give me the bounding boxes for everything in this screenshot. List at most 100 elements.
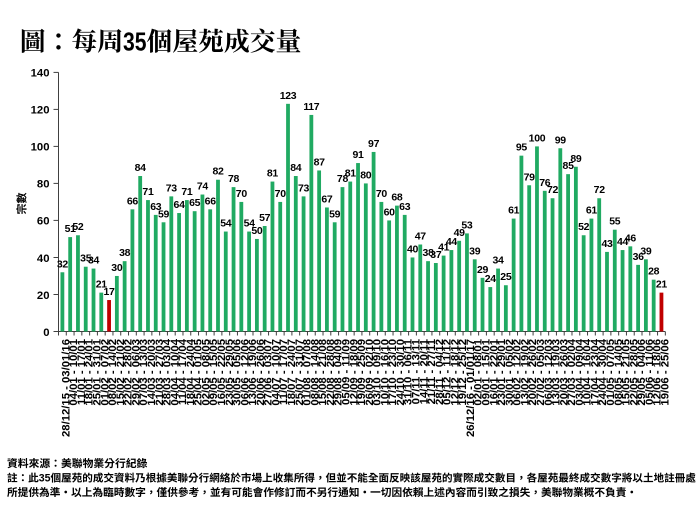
svg-text:97: 97 — [368, 138, 380, 150]
svg-text:05/12 - 11/12: 05/12 - 11/12 — [442, 339, 454, 405]
svg-text:28: 28 — [648, 266, 660, 278]
svg-text:26/12/16 - 01/01/17: 26/12/16 - 01/01/17 — [465, 339, 477, 437]
svg-text:71: 71 — [142, 186, 154, 198]
svg-text:19/06 - 25/06: 19/06 - 25/06 — [659, 339, 671, 406]
svg-text:36: 36 — [633, 251, 645, 263]
svg-text:22/05 - 28/05: 22/05 - 28/05 — [628, 339, 640, 406]
svg-text:38: 38 — [119, 247, 131, 259]
svg-text:11/07 - 17/07: 11/07 - 17/07 — [278, 339, 290, 405]
svg-text:54: 54 — [244, 218, 256, 230]
svg-text:12/06 - 18/06: 12/06 - 18/06 — [652, 339, 664, 406]
svg-text:80: 80 — [360, 169, 372, 181]
svg-text:21: 21 — [96, 279, 108, 291]
svg-text:81: 81 — [345, 168, 357, 180]
svg-text:60: 60 — [37, 216, 50, 228]
svg-text:59: 59 — [329, 208, 341, 220]
svg-text:07/11 - 13/11: 07/11 - 13/11 — [410, 339, 422, 404]
svg-text:19/09 - 25/09: 19/09 - 25/09 — [356, 339, 368, 406]
svg-text:18/04 - 24/04: 18/04 - 24/04 — [185, 338, 197, 405]
svg-text:55: 55 — [609, 216, 621, 228]
svg-text:117: 117 — [303, 101, 319, 113]
svg-text:100: 100 — [529, 132, 546, 144]
svg-text:73: 73 — [166, 182, 178, 194]
svg-text:76: 76 — [539, 177, 551, 189]
svg-text:66: 66 — [205, 195, 217, 207]
svg-text:06/06 - 12/06: 06/06 - 12/06 — [239, 339, 251, 406]
svg-text:46: 46 — [625, 232, 637, 244]
svg-text:08/08 - 14/08: 08/08 - 14/08 — [309, 339, 321, 406]
svg-text:70: 70 — [376, 188, 388, 200]
svg-text:63: 63 — [399, 201, 411, 213]
svg-text:91: 91 — [352, 149, 364, 161]
svg-text:30/01 - 05/02: 30/01 - 05/02 — [504, 339, 516, 406]
svg-text:15/02 - 21/02: 15/02 - 21/02 — [115, 339, 127, 406]
svg-text:23/01 - 29/01: 23/01 - 29/01 — [496, 339, 508, 406]
svg-text:57: 57 — [259, 212, 271, 224]
svg-text:79: 79 — [524, 171, 536, 183]
svg-text:99: 99 — [555, 134, 567, 146]
svg-text:52: 52 — [72, 221, 84, 233]
svg-text:82: 82 — [212, 166, 224, 178]
svg-text:25: 25 — [500, 271, 512, 283]
svg-text:21/03 - 27/03: 21/03 - 27/03 — [154, 339, 166, 406]
svg-text:52: 52 — [578, 221, 590, 233]
svg-text:35: 35 — [80, 253, 92, 265]
svg-text:43: 43 — [601, 238, 613, 250]
svg-text:27/03 - 02/04: 27/03 - 02/04 — [566, 338, 578, 405]
svg-text:10/04 - 16/04: 10/04 - 16/04 — [582, 338, 594, 405]
svg-text:13/03 - 19/03: 13/03 - 19/03 — [551, 339, 563, 406]
svg-text:06/02 - 12/02: 06/02 - 12/02 — [512, 339, 524, 406]
svg-text:06/03 - 12/03: 06/03 - 12/03 — [543, 339, 555, 406]
svg-text:15/05 - 21/05: 15/05 - 21/05 — [621, 339, 633, 406]
svg-text:38: 38 — [423, 247, 435, 259]
svg-text:29: 29 — [477, 264, 489, 276]
svg-text:120: 120 — [31, 105, 50, 117]
svg-text:23/05 - 29/05: 23/05 - 29/05 — [224, 339, 236, 406]
svg-text:140: 140 — [31, 68, 50, 80]
svg-text:11/04 - 17/04: 11/04 - 17/04 — [177, 338, 189, 405]
svg-text:32: 32 — [57, 258, 69, 270]
svg-text:31/10 - 06/11: 31/10 - 06/11 — [403, 339, 415, 405]
svg-text:05/09 - 11/09: 05/09 - 11/09 — [340, 339, 352, 405]
svg-text:24: 24 — [485, 273, 497, 285]
svg-text:21: 21 — [656, 279, 668, 291]
svg-text:08/02 - 14/02: 08/02 - 14/02 — [107, 339, 119, 406]
svg-text:29/02 - 06/03: 29/02 - 06/03 — [130, 339, 142, 406]
svg-text:29/05 - 04/06: 29/05 - 04/06 — [636, 339, 648, 406]
svg-text:24/10 - 30/10: 24/10 - 30/10 — [395, 339, 407, 406]
svg-text:71: 71 — [181, 186, 193, 198]
svg-text:30/05 - 05/06: 30/05 - 05/06 — [232, 339, 244, 406]
svg-text:34: 34 — [493, 255, 505, 267]
svg-text:60: 60 — [384, 206, 396, 218]
svg-text:27/02 - 05/03: 27/02 - 05/03 — [535, 339, 547, 406]
svg-text:39: 39 — [640, 245, 652, 257]
svg-text:95: 95 — [516, 142, 528, 154]
svg-text:26/09 - 02/10: 26/09 - 02/10 — [364, 339, 376, 406]
svg-text:100: 100 — [31, 142, 50, 154]
svg-text:01/05 - 07/05: 01/05 - 07/05 — [605, 339, 617, 406]
svg-text:65: 65 — [189, 197, 201, 209]
svg-text:44: 44 — [446, 236, 458, 248]
svg-text:47: 47 — [415, 231, 427, 243]
svg-text:01/08 - 07/08: 01/08 - 07/08 — [302, 339, 314, 406]
svg-text:28/11 - 04/12: 28/11 - 04/12 — [434, 339, 446, 405]
svg-text:07/03 - 13/03: 07/03 - 13/03 — [138, 339, 150, 406]
svg-text:66: 66 — [127, 195, 139, 207]
svg-text:0: 0 — [43, 327, 49, 339]
svg-text:20: 20 — [37, 290, 50, 302]
svg-text:17/04 - 23/04: 17/04 - 23/04 — [589, 338, 601, 405]
svg-text:01/02 - 07/02: 01/02 - 07/02 — [99, 339, 111, 406]
svg-text:87: 87 — [314, 157, 326, 169]
svg-text:04/07 - 10/07: 04/07 - 10/07 — [270, 339, 282, 406]
svg-text:63: 63 — [150, 201, 162, 213]
svg-text:78: 78 — [228, 173, 240, 185]
svg-text:15/08 - 21/08: 15/08 - 21/08 — [317, 339, 329, 406]
svg-text:59: 59 — [158, 208, 170, 220]
svg-text:49: 49 — [454, 227, 466, 239]
svg-text:85: 85 — [563, 160, 575, 172]
svg-text:70: 70 — [236, 188, 248, 200]
svg-text:11/01 - 17/01: 11/01 - 17/01 — [76, 339, 88, 405]
svg-text:78: 78 — [337, 173, 349, 185]
svg-text:17/10 - 23/10: 17/10 - 23/10 — [387, 339, 399, 406]
svg-text:12/12 - 18/12: 12/12 - 18/12 — [449, 339, 461, 406]
